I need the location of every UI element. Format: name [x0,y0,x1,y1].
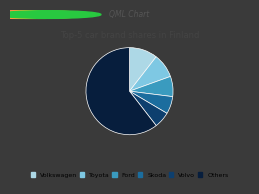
Text: Top-5 car brand shares in Finland: Top-5 car brand shares in Finland [60,31,199,40]
Circle shape [0,11,101,18]
Wedge shape [130,91,173,113]
Text: QML Chart: QML Chart [109,10,150,19]
Wedge shape [86,48,156,135]
Wedge shape [130,57,170,91]
Circle shape [0,11,88,18]
Legend: Volkswagen, Toyota, Ford, Skoda, Volvo, Others: Volkswagen, Toyota, Ford, Skoda, Volvo, … [28,170,231,180]
Wedge shape [130,91,167,126]
Wedge shape [130,48,156,91]
Circle shape [0,11,75,18]
Wedge shape [130,76,173,97]
